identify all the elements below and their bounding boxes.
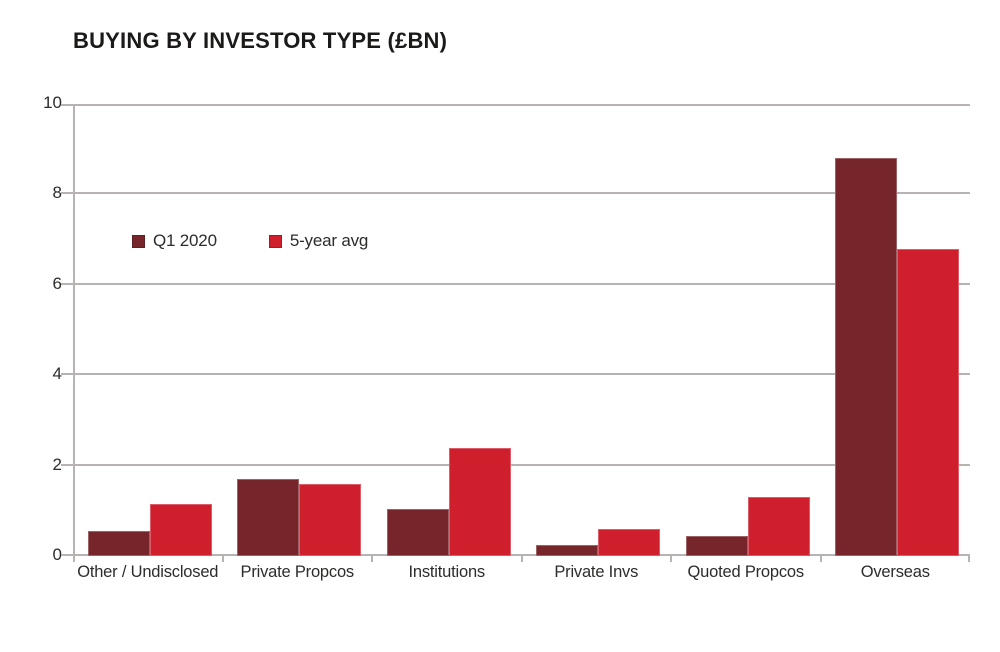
y-tick-label-8: 8 <box>52 183 62 203</box>
gridline-10 <box>75 104 970 106</box>
legend-swatch-5-year-avg <box>268 234 282 248</box>
x-axis-labels: Other / Undisclosed Private Propcos Instit… <box>73 563 970 587</box>
bar-5-year-avg-4 <box>598 528 661 556</box>
gridline-6 <box>75 282 970 285</box>
bar-q1-2020-1 <box>87 531 150 556</box>
bar-5-year-avg-2 <box>299 483 362 556</box>
y-tick-0 <box>61 554 73 556</box>
x-tick-3 <box>520 556 523 562</box>
bar-5-year-avg-6 <box>897 248 960 556</box>
legend-label-q1-2020: Q1 2020 <box>153 231 217 250</box>
legend-label-5-year-avg: 5-year avg <box>289 231 369 250</box>
y-axis-labels: 0 2 4 6 8 10 <box>0 93 62 564</box>
y-tick-label-2: 2 <box>52 454 62 474</box>
x-tick-1 <box>221 556 224 562</box>
x-tick-label-6: Overseas <box>860 563 930 581</box>
y-tick-label-0: 0 <box>52 545 62 564</box>
x-tick-label-4: Private Invs <box>554 563 639 581</box>
gridline-4 <box>75 373 970 376</box>
plot-area: Q1 2020 5-year avg <box>73 104 970 556</box>
y-tick-4 <box>61 373 73 376</box>
x-tick-5 <box>819 556 822 562</box>
gridlines <box>75 104 970 554</box>
legend-swatch-q1-2020 <box>132 234 145 248</box>
y-tick-6 <box>61 282 73 285</box>
x-tick-0 <box>73 556 75 562</box>
x-tick-label-3: Institutions <box>408 563 486 581</box>
bar-q1-2020-5 <box>685 535 748 556</box>
y-tick-label-10: 10 <box>43 93 62 112</box>
x-tick-label-1: Other / Undisclosed <box>77 563 219 581</box>
legend-item-5-year-avg: 5-year avg <box>268 231 369 251</box>
y-axis-ticks <box>61 104 73 556</box>
y-tick-2 <box>61 463 73 466</box>
gridline-2 <box>75 463 970 466</box>
legend-item-q1-2020: Q1 2020 <box>132 231 217 251</box>
x-tick-2 <box>371 556 373 562</box>
x-tick-4 <box>670 556 672 562</box>
gridline-8 <box>75 192 970 195</box>
bar-q1-2020-2 <box>237 479 300 556</box>
chart-title: BUYING BY INVESTOR TYPE (£BN) <box>73 28 448 53</box>
bars <box>75 104 970 556</box>
y-tick-10 <box>61 104 73 106</box>
x-tick-label-2: Private Propcos <box>240 563 355 581</box>
y-tick-8 <box>61 192 73 195</box>
bar-5-year-avg-5 <box>747 497 810 556</box>
x-tick-label-5: Quoted Propcos <box>687 563 805 581</box>
bar-5-year-avg-3 <box>448 447 511 556</box>
legend: Q1 2020 5-year avg <box>132 231 368 251</box>
x-axis-ticks <box>73 556 970 564</box>
y-tick-label-6: 6 <box>52 273 62 293</box>
bar-q1-2020-4 <box>536 544 599 556</box>
bar-q1-2020-3 <box>386 508 449 556</box>
y-tick-label-4: 4 <box>52 364 62 384</box>
x-tick-6 <box>968 556 970 562</box>
bar-5-year-avg-1 <box>149 504 212 556</box>
bar-q1-2020-6 <box>835 158 898 556</box>
